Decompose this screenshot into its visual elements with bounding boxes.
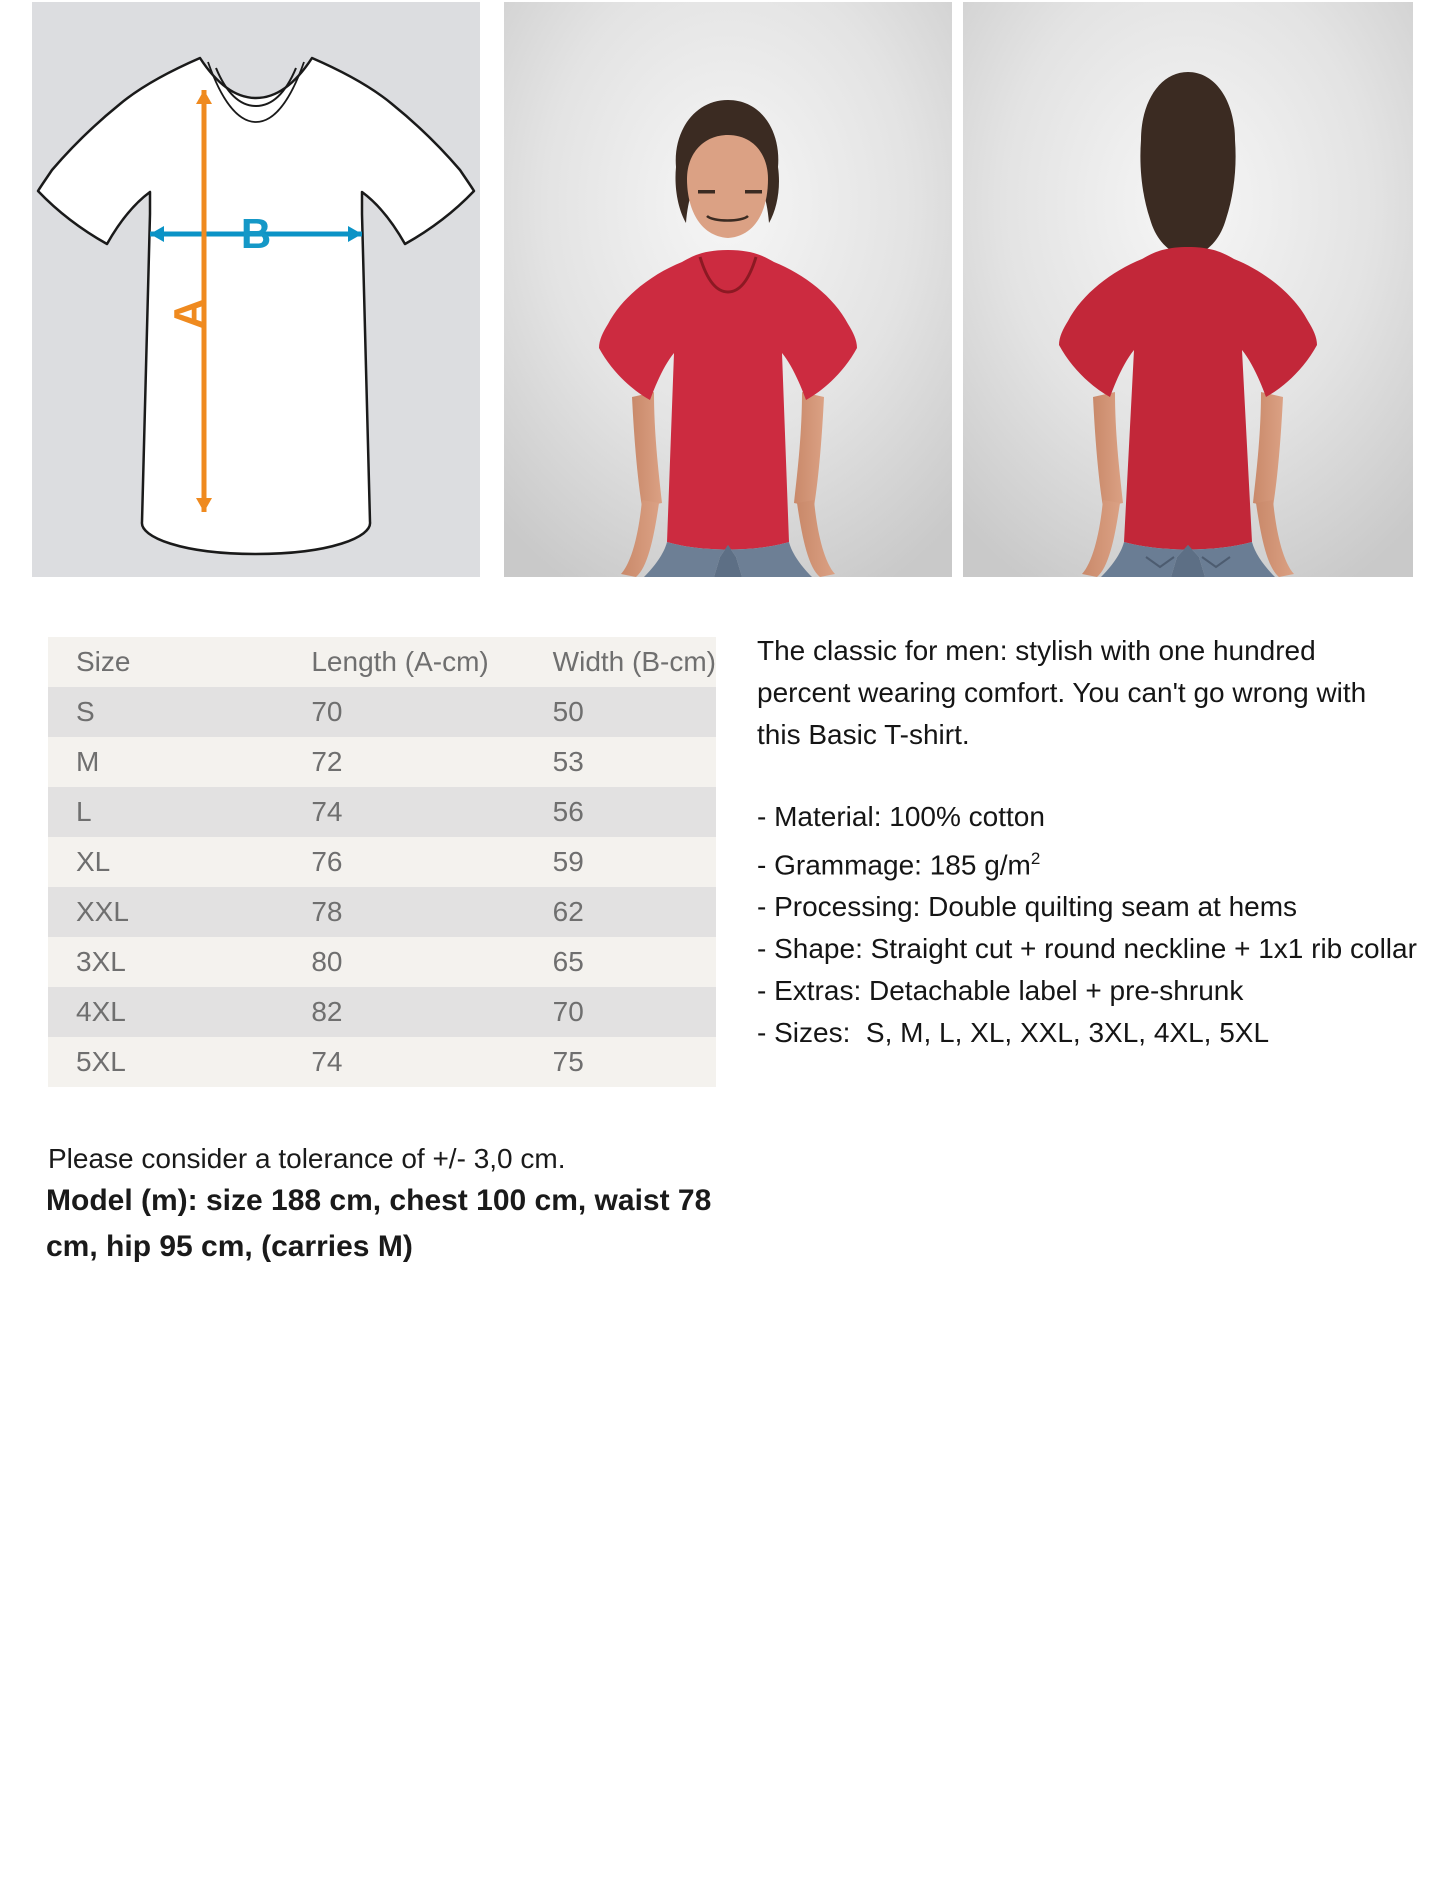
svg-text:B: B (241, 210, 271, 257)
svg-text:A: A (165, 298, 214, 330)
